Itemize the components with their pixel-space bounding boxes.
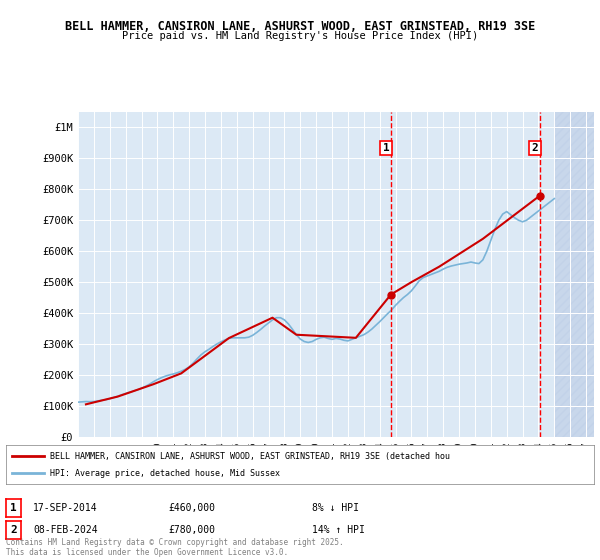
Text: 14% ↑ HPI: 14% ↑ HPI <box>312 525 365 535</box>
Text: 17-SEP-2014: 17-SEP-2014 <box>33 503 98 513</box>
Text: Price paid vs. HM Land Registry's House Price Index (HPI): Price paid vs. HM Land Registry's House … <box>122 31 478 41</box>
Text: 8% ↓ HPI: 8% ↓ HPI <box>312 503 359 513</box>
Text: £780,000: £780,000 <box>168 525 215 535</box>
Text: £460,000: £460,000 <box>168 503 215 513</box>
Text: 1: 1 <box>383 143 389 153</box>
Text: BELL HAMMER, CANSIRON LANE, ASHURST WOOD, EAST GRINSTEAD, RH19 3SE (detached hou: BELL HAMMER, CANSIRON LANE, ASHURST WOOD… <box>50 452 450 461</box>
Text: 1: 1 <box>10 503 17 513</box>
Text: 08-FEB-2024: 08-FEB-2024 <box>33 525 98 535</box>
Text: 2: 2 <box>10 525 17 535</box>
Text: BELL HAMMER, CANSIRON LANE, ASHURST WOOD, EAST GRINSTEAD, RH19 3SE: BELL HAMMER, CANSIRON LANE, ASHURST WOOD… <box>65 20 535 32</box>
Text: Contains HM Land Registry data © Crown copyright and database right 2025.
This d: Contains HM Land Registry data © Crown c… <box>6 538 344 557</box>
Bar <box>554 112 594 437</box>
Text: 2: 2 <box>532 143 538 153</box>
Text: HPI: Average price, detached house, Mid Sussex: HPI: Average price, detached house, Mid … <box>50 469 280 478</box>
